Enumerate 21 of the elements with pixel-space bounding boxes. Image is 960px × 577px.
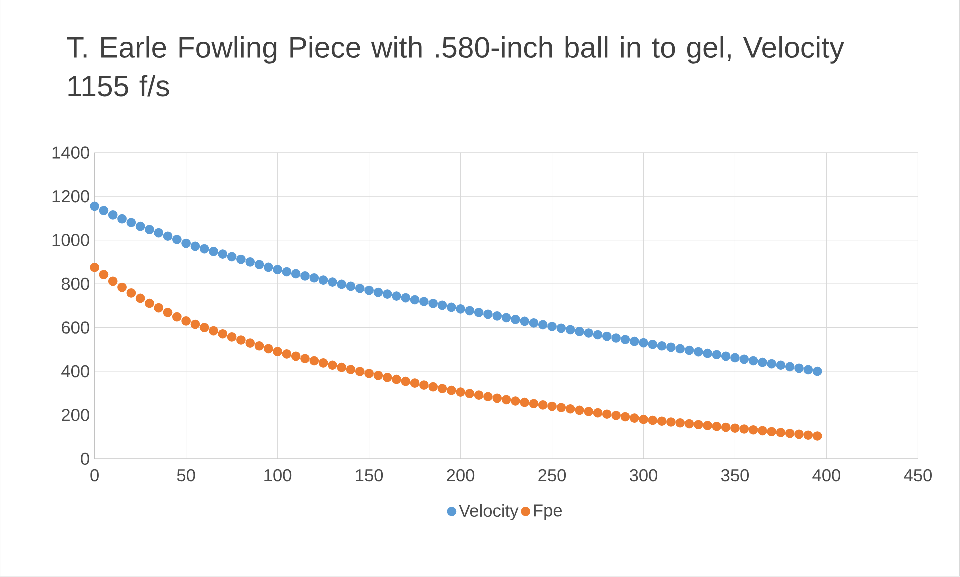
x-tick-label: 450 [904,469,932,482]
legend-label: Velocity [459,504,519,521]
y-tick-label: 600 [62,322,90,334]
y-tick-label: 0 [81,452,90,466]
y-tick-label: 1000 [52,234,90,247]
x-tick-label: 0 [90,469,99,482]
x-tick-label: 350 [721,469,750,482]
x-tick-label: 50 [177,469,196,482]
x-tick-label: 300 [630,469,658,482]
y-tick-label: 1200 [52,190,90,203]
y-tick-label: 1400 [52,146,90,160]
y-tick-label: 400 [62,365,90,378]
y-tick-label: 200 [62,409,90,422]
chart-title: T. Earle Fowling Piece with .580-inch ball in to gel, Velocity 1155 f/s [67,36,844,97]
x-tick-label: 150 [356,469,384,482]
x-tick-label: 100 [264,469,292,482]
y-tick-label: 800 [62,278,90,290]
x-tick-label: 250 [538,469,566,482]
legend-label: Fpe [534,504,562,520]
x-tick-label: 400 [812,469,841,482]
x-tick-label: 200 [447,469,475,482]
